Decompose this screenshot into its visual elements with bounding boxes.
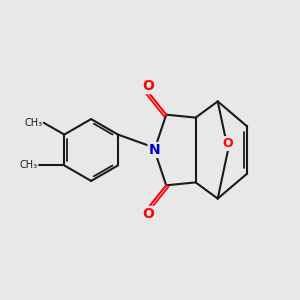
Text: O: O (142, 79, 154, 93)
Text: CH₃: CH₃ (20, 160, 38, 170)
Text: CH₃: CH₃ (24, 118, 42, 128)
Text: N: N (148, 143, 160, 157)
Text: O: O (223, 137, 233, 150)
Text: O: O (142, 207, 154, 221)
